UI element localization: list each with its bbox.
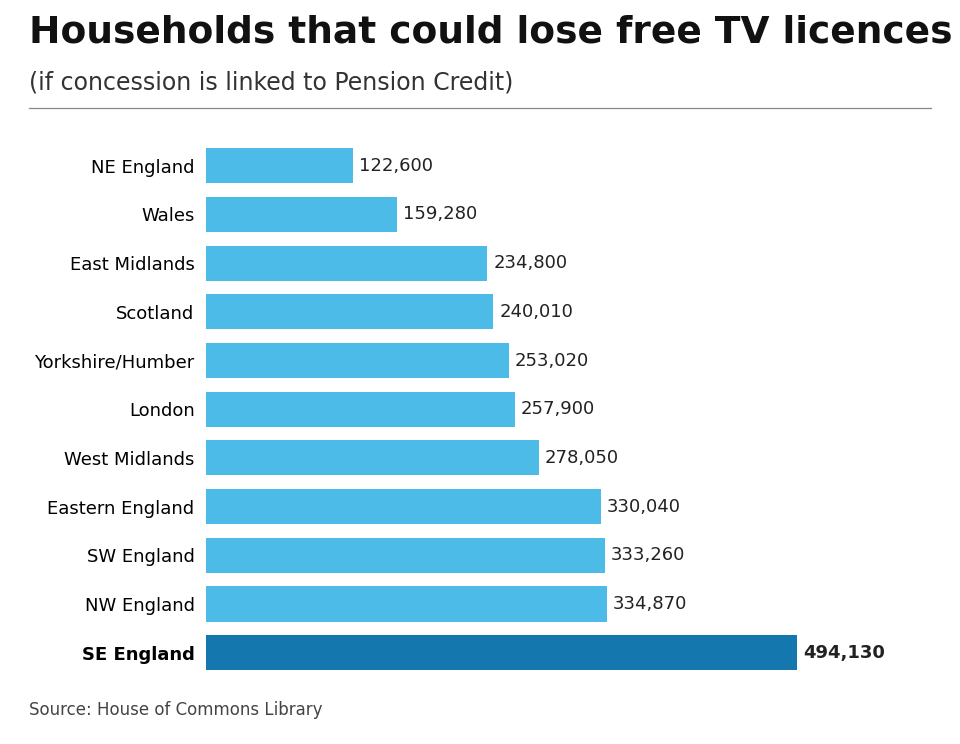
Bar: [206, 489, 601, 524]
Text: Households that could lose free TV licences: Households that could lose free TV licen…: [29, 15, 952, 51]
Bar: [206, 295, 493, 330]
Text: 240,010: 240,010: [499, 303, 573, 321]
Text: (if concession is linked to Pension Credit): (if concession is linked to Pension Cred…: [29, 71, 514, 94]
Text: 278,050: 278,050: [545, 449, 619, 467]
Text: 122,600: 122,600: [359, 157, 433, 175]
Bar: [206, 391, 515, 427]
Bar: [206, 246, 487, 280]
Text: 334,870: 334,870: [612, 595, 687, 613]
Bar: [206, 538, 605, 573]
Bar: [206, 635, 797, 670]
Bar: [206, 440, 539, 475]
Bar: [206, 586, 607, 621]
Text: 234,800: 234,800: [493, 254, 567, 272]
Bar: [206, 197, 396, 232]
Text: PA: PA: [845, 690, 887, 718]
Text: 159,280: 159,280: [403, 205, 477, 223]
Text: 333,260: 333,260: [611, 546, 685, 564]
Text: 494,130: 494,130: [804, 644, 885, 661]
Text: 253,020: 253,020: [515, 351, 589, 370]
Text: 330,040: 330,040: [607, 498, 681, 516]
Bar: [206, 148, 353, 183]
Bar: [206, 343, 509, 378]
Text: Source: House of Commons Library: Source: House of Commons Library: [29, 702, 323, 719]
Text: 257,900: 257,900: [520, 400, 595, 418]
